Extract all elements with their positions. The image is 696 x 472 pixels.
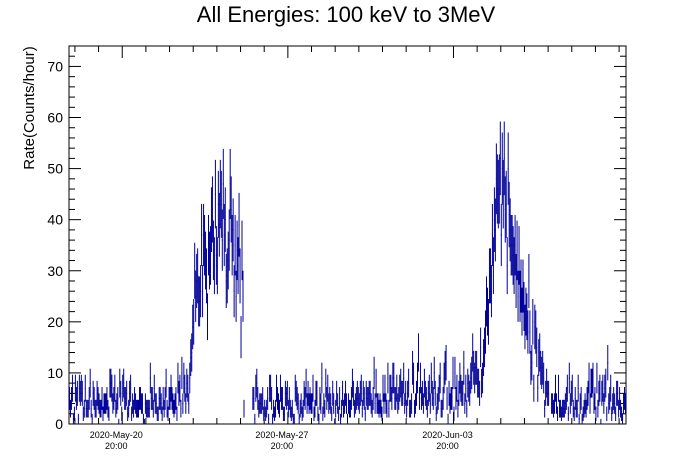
y-tick-label: 40 xyxy=(47,212,63,228)
y-tick-label: 30 xyxy=(47,263,63,279)
x-tick-label-time: 20:00 xyxy=(436,441,459,451)
y-tick-label: 50 xyxy=(47,161,63,177)
chart-title: All Energies: 100 keV to 3MeV xyxy=(197,2,496,27)
y-tick-label: 0 xyxy=(55,416,63,432)
y-tick-label: 70 xyxy=(47,58,63,74)
y-axis-label: Rate(Counts/hour) xyxy=(21,46,38,169)
x-tick-label-date: 2020-May-27 xyxy=(255,430,308,440)
y-axis: 0 10 20 30 40 50 60 70 xyxy=(47,55,626,432)
y-tick-label: 10 xyxy=(47,365,63,381)
y-tick-label: 60 xyxy=(47,110,63,126)
data-marks xyxy=(68,121,627,425)
x-tick-label-time: 20:00 xyxy=(105,441,128,451)
x-tick-label-date: 2020-May-20 xyxy=(90,430,143,440)
y-tick-label: 20 xyxy=(47,314,63,330)
x-axis: 2020-May-2020:002020-May-2720:002020-Jun… xyxy=(74,46,620,451)
x-tick-label-time: 20:00 xyxy=(271,441,294,451)
x-tick-label-date: 2020-Jun-03 xyxy=(422,430,473,440)
